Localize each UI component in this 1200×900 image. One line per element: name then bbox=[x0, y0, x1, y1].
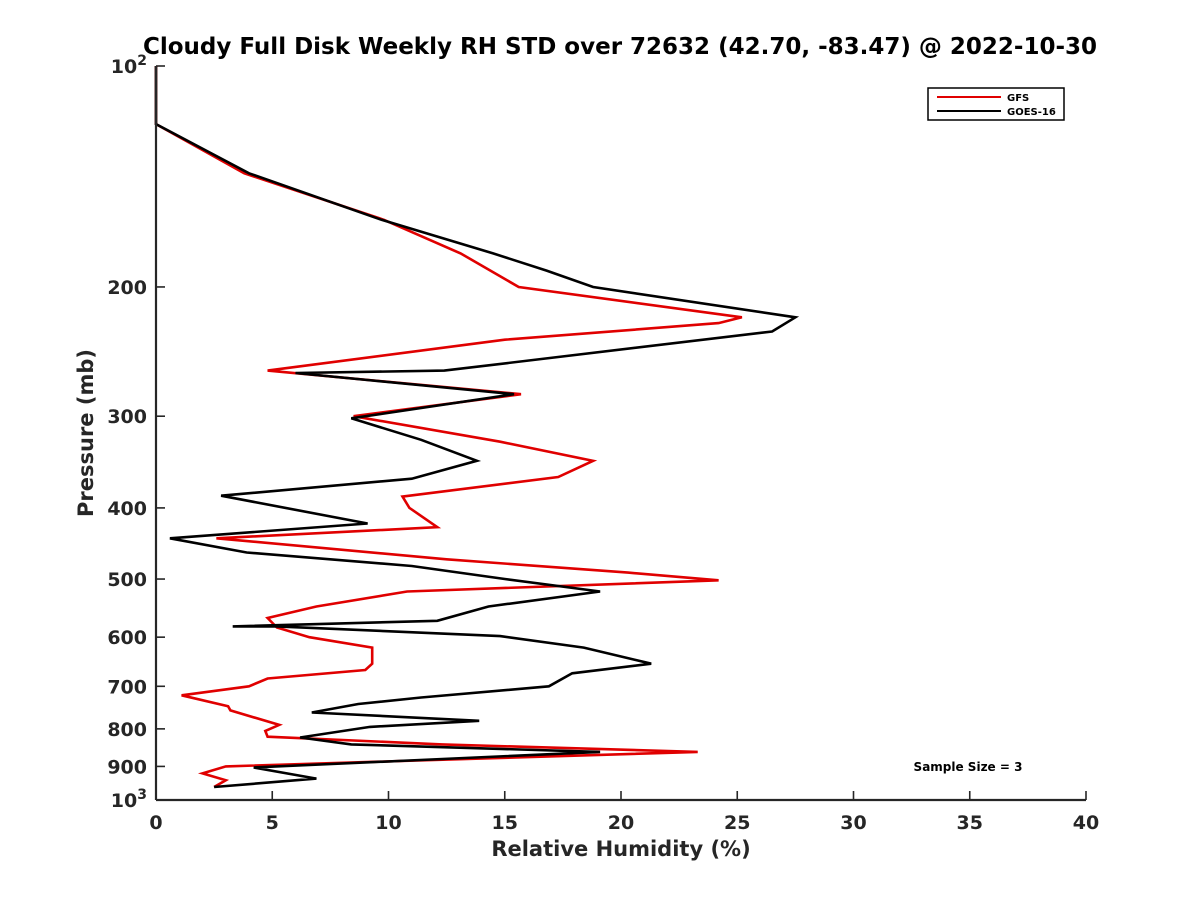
y-tick-label: 300 bbox=[107, 406, 147, 428]
sample-size-annotation: Sample Size = 3 bbox=[914, 760, 1023, 774]
legend-box bbox=[927, 87, 1065, 121]
y-axis-ticks: 102 200 300 400 500 600 700 800 900 103 bbox=[107, 53, 165, 812]
x-tick-label: 20 bbox=[608, 812, 634, 834]
y-tick-label: 800 bbox=[107, 719, 147, 741]
y-tick-label: 102 bbox=[111, 53, 147, 78]
series-line-goes16 bbox=[154, 66, 800, 789]
data-series bbox=[154, 66, 800, 789]
y-tick-label: 500 bbox=[107, 569, 147, 591]
x-tick-label: 25 bbox=[724, 812, 750, 834]
x-tick-label: 10 bbox=[375, 812, 401, 834]
legend: GFS GOES-16 bbox=[927, 87, 1065, 121]
y-tick-label: 700 bbox=[107, 676, 147, 698]
y-tick-label: 600 bbox=[107, 627, 147, 649]
x-axis-label: Relative Humidity (%) bbox=[491, 837, 750, 861]
y-axis-label: Pressure (mb) bbox=[74, 349, 98, 517]
y-tick-label: 900 bbox=[107, 756, 147, 778]
x-tick-label: 5 bbox=[266, 812, 279, 834]
x-tick-label: 15 bbox=[492, 812, 518, 834]
series-line-gfs bbox=[154, 66, 743, 789]
y-tick-label: 400 bbox=[107, 498, 147, 520]
legend-label-gfs: GFS bbox=[1007, 93, 1029, 104]
chart-title: Cloudy Full Disk Weekly RH STD over 7263… bbox=[143, 34, 1097, 60]
x-tick-label: 30 bbox=[840, 812, 866, 834]
x-tick-label: 35 bbox=[957, 812, 983, 834]
y-tick-label: 103 bbox=[111, 787, 147, 812]
x-tick-label: 0 bbox=[149, 812, 162, 834]
x-tick-label: 40 bbox=[1073, 812, 1099, 834]
y-tick-label: 200 bbox=[107, 277, 147, 299]
legend-label-goes16: GOES-16 bbox=[1007, 107, 1056, 118]
x-axis-ticks: 0 5 10 15 20 25 30 35 40 bbox=[149, 791, 1099, 834]
